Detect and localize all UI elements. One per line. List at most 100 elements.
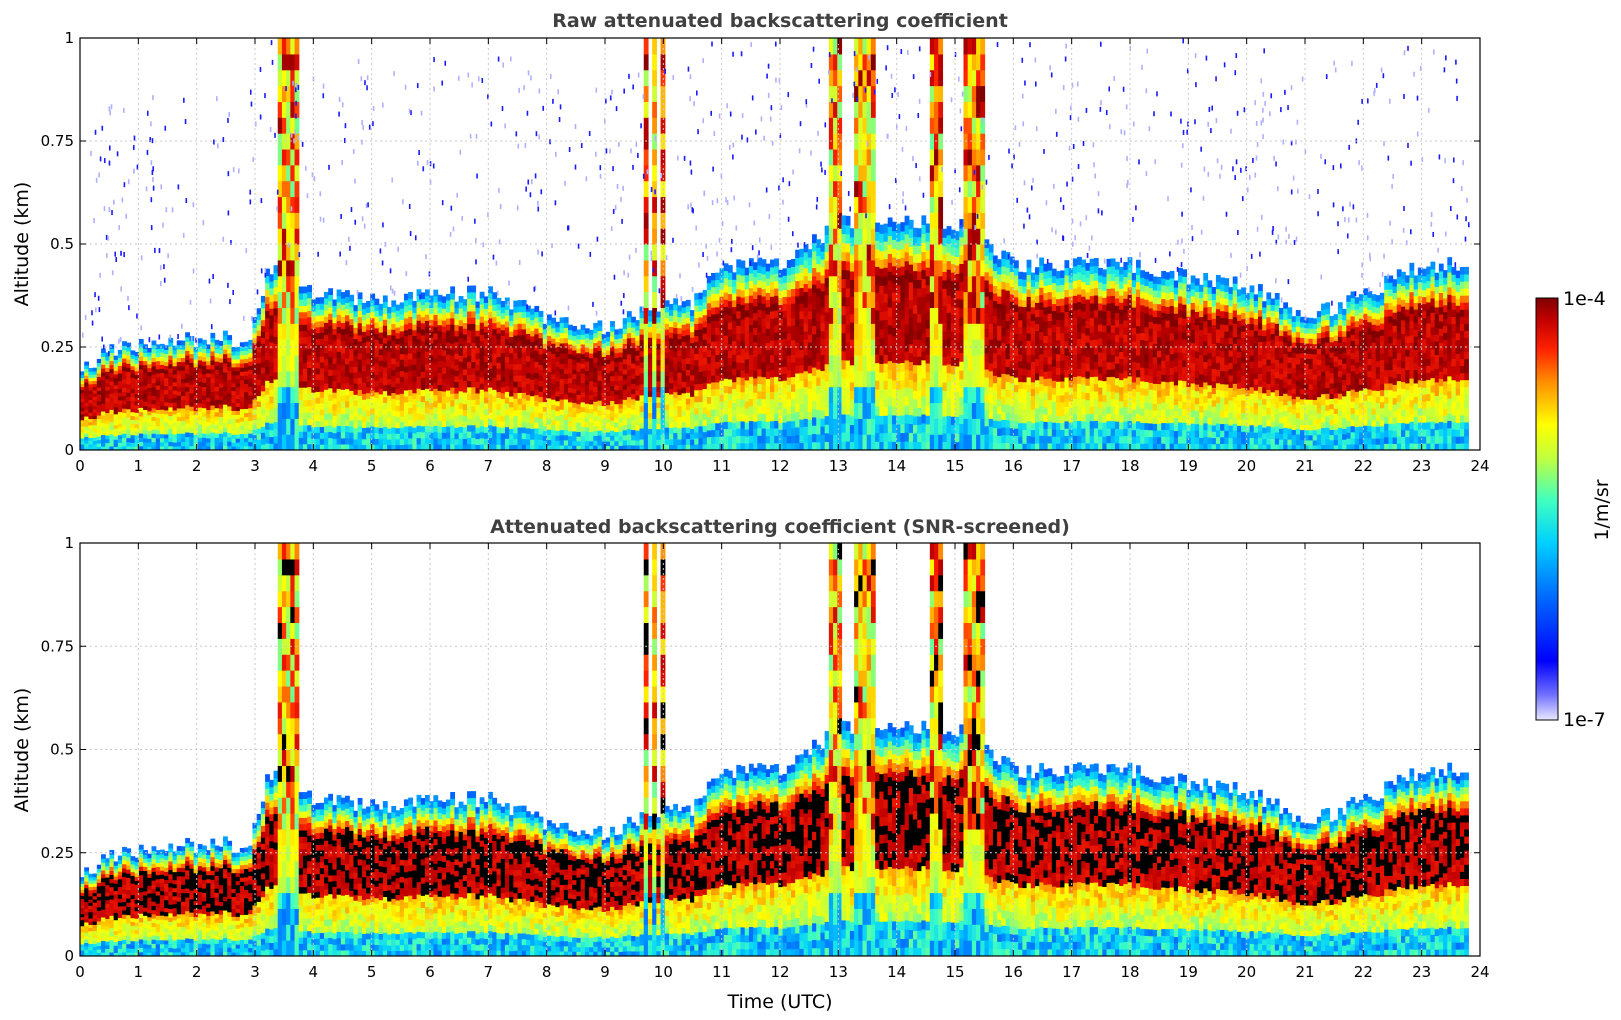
heatmap-cell bbox=[845, 386, 851, 397]
heatmap-cell bbox=[467, 291, 472, 299]
heatmap-cell bbox=[159, 445, 165, 450]
heatmap-cell bbox=[324, 316, 329, 323]
heatmap-cell bbox=[828, 291, 834, 308]
heatmap-cell bbox=[105, 446, 111, 450]
heatmap-cell bbox=[147, 351, 153, 357]
heatmap-cell bbox=[854, 164, 859, 182]
heatmap-cell bbox=[618, 328, 624, 334]
heatmap-cell bbox=[559, 419, 565, 426]
heatmap-cell bbox=[105, 382, 111, 387]
heatmap-cell bbox=[151, 340, 157, 346]
heatmap-cell bbox=[631, 409, 636, 415]
heatmap-cell bbox=[176, 386, 182, 392]
heatmap-cell bbox=[597, 380, 603, 386]
heatmap-cell bbox=[265, 429, 270, 437]
heatmap-cell bbox=[551, 378, 556, 385]
heatmap-cell bbox=[736, 296, 742, 304]
heatmap-cell bbox=[391, 415, 397, 422]
heatmap-cell bbox=[559, 434, 565, 441]
heatmap-cell bbox=[824, 260, 830, 270]
heatmap-cell bbox=[185, 395, 190, 401]
heatmap-cell bbox=[748, 390, 754, 399]
heatmap-cell bbox=[117, 426, 123, 432]
heatmap-cell bbox=[500, 421, 506, 428]
heatmap-cell bbox=[816, 312, 822, 321]
heatmap-cell bbox=[614, 426, 620, 433]
heatmap-cell bbox=[576, 394, 582, 400]
heatmap-cell bbox=[311, 299, 317, 306]
heatmap-cell bbox=[193, 390, 199, 396]
heatmap-cell bbox=[858, 196, 864, 213]
heatmap-cell bbox=[568, 406, 573, 413]
heatmap-cell bbox=[286, 133, 291, 150]
heatmap-cell bbox=[601, 334, 607, 340]
heatmap-cell bbox=[130, 365, 136, 371]
heatmap-cell bbox=[761, 383, 767, 392]
heatmap-cell bbox=[656, 364, 662, 371]
heatmap-cell bbox=[159, 441, 165, 447]
heatmap-cell bbox=[727, 293, 733, 302]
heatmap-cell bbox=[467, 443, 472, 450]
heatmap-cell bbox=[361, 365, 367, 372]
heatmap-cell bbox=[471, 412, 477, 419]
heatmap-cell bbox=[223, 358, 228, 364]
heatmap-cell bbox=[223, 404, 228, 410]
heatmap-cell bbox=[84, 422, 90, 427]
heatmap-cell bbox=[673, 350, 679, 358]
heatmap-cell bbox=[719, 429, 725, 437]
heatmap-cell bbox=[761, 288, 767, 297]
heatmap-cell bbox=[349, 366, 355, 373]
heatmap-cell bbox=[218, 408, 224, 413]
heatmap-cell bbox=[210, 341, 216, 347]
heatmap-cell bbox=[715, 293, 721, 301]
heatmap-cell bbox=[879, 424, 885, 434]
heatmap-cell bbox=[639, 438, 645, 446]
heatmap-cell bbox=[147, 347, 153, 353]
heatmap-cell bbox=[420, 371, 426, 378]
heatmap-cell bbox=[761, 332, 767, 341]
heatmap-cell bbox=[509, 406, 514, 413]
heatmap-cell bbox=[319, 402, 325, 410]
heatmap-cell bbox=[572, 345, 578, 351]
heatmap-cell bbox=[542, 425, 548, 432]
heatmap-cell bbox=[416, 289, 422, 297]
heatmap-cell bbox=[870, 434, 876, 450]
heatmap-cell bbox=[761, 427, 767, 436]
heatmap-cell bbox=[281, 38, 287, 55]
heatmap-cell bbox=[753, 320, 758, 328]
heatmap-cell bbox=[193, 442, 199, 447]
heatmap-cell bbox=[227, 352, 233, 358]
heatmap-cell bbox=[668, 320, 674, 328]
heatmap-cell bbox=[538, 348, 544, 355]
heatmap-cell bbox=[589, 352, 594, 359]
heatmap-cell bbox=[391, 363, 397, 371]
heatmap-cell bbox=[803, 346, 809, 356]
heatmap-cell bbox=[702, 339, 708, 346]
heatmap-cell bbox=[366, 427, 371, 434]
heatmap-cell bbox=[551, 343, 556, 349]
heatmap-cell bbox=[122, 412, 127, 418]
heatmap-cell bbox=[345, 394, 350, 402]
heatmap-cell bbox=[294, 418, 300, 435]
heatmap-cell bbox=[610, 331, 615, 337]
heatmap-cell bbox=[193, 402, 199, 408]
heatmap-cell bbox=[374, 316, 380, 323]
heatmap-cell bbox=[361, 342, 367, 349]
heatmap-cell bbox=[677, 322, 683, 329]
heatmap-cell bbox=[635, 445, 641, 450]
heatmap-cell bbox=[378, 405, 384, 412]
heatmap-cell bbox=[803, 442, 809, 450]
heatmap-cell bbox=[113, 420, 119, 426]
heatmap-cell bbox=[500, 427, 506, 434]
heatmap-cell bbox=[563, 409, 569, 415]
heatmap-cell bbox=[538, 353, 544, 360]
heatmap-cell bbox=[799, 411, 805, 420]
heatmap-cell bbox=[656, 332, 662, 339]
heatmap-cell bbox=[572, 354, 578, 361]
heatmap-cell bbox=[424, 357, 430, 365]
heatmap-cell bbox=[122, 395, 127, 401]
heatmap-cell bbox=[576, 329, 582, 335]
heatmap-cell bbox=[879, 346, 885, 356]
heatmap-cell bbox=[584, 365, 590, 372]
heatmap-cell bbox=[807, 295, 813, 304]
